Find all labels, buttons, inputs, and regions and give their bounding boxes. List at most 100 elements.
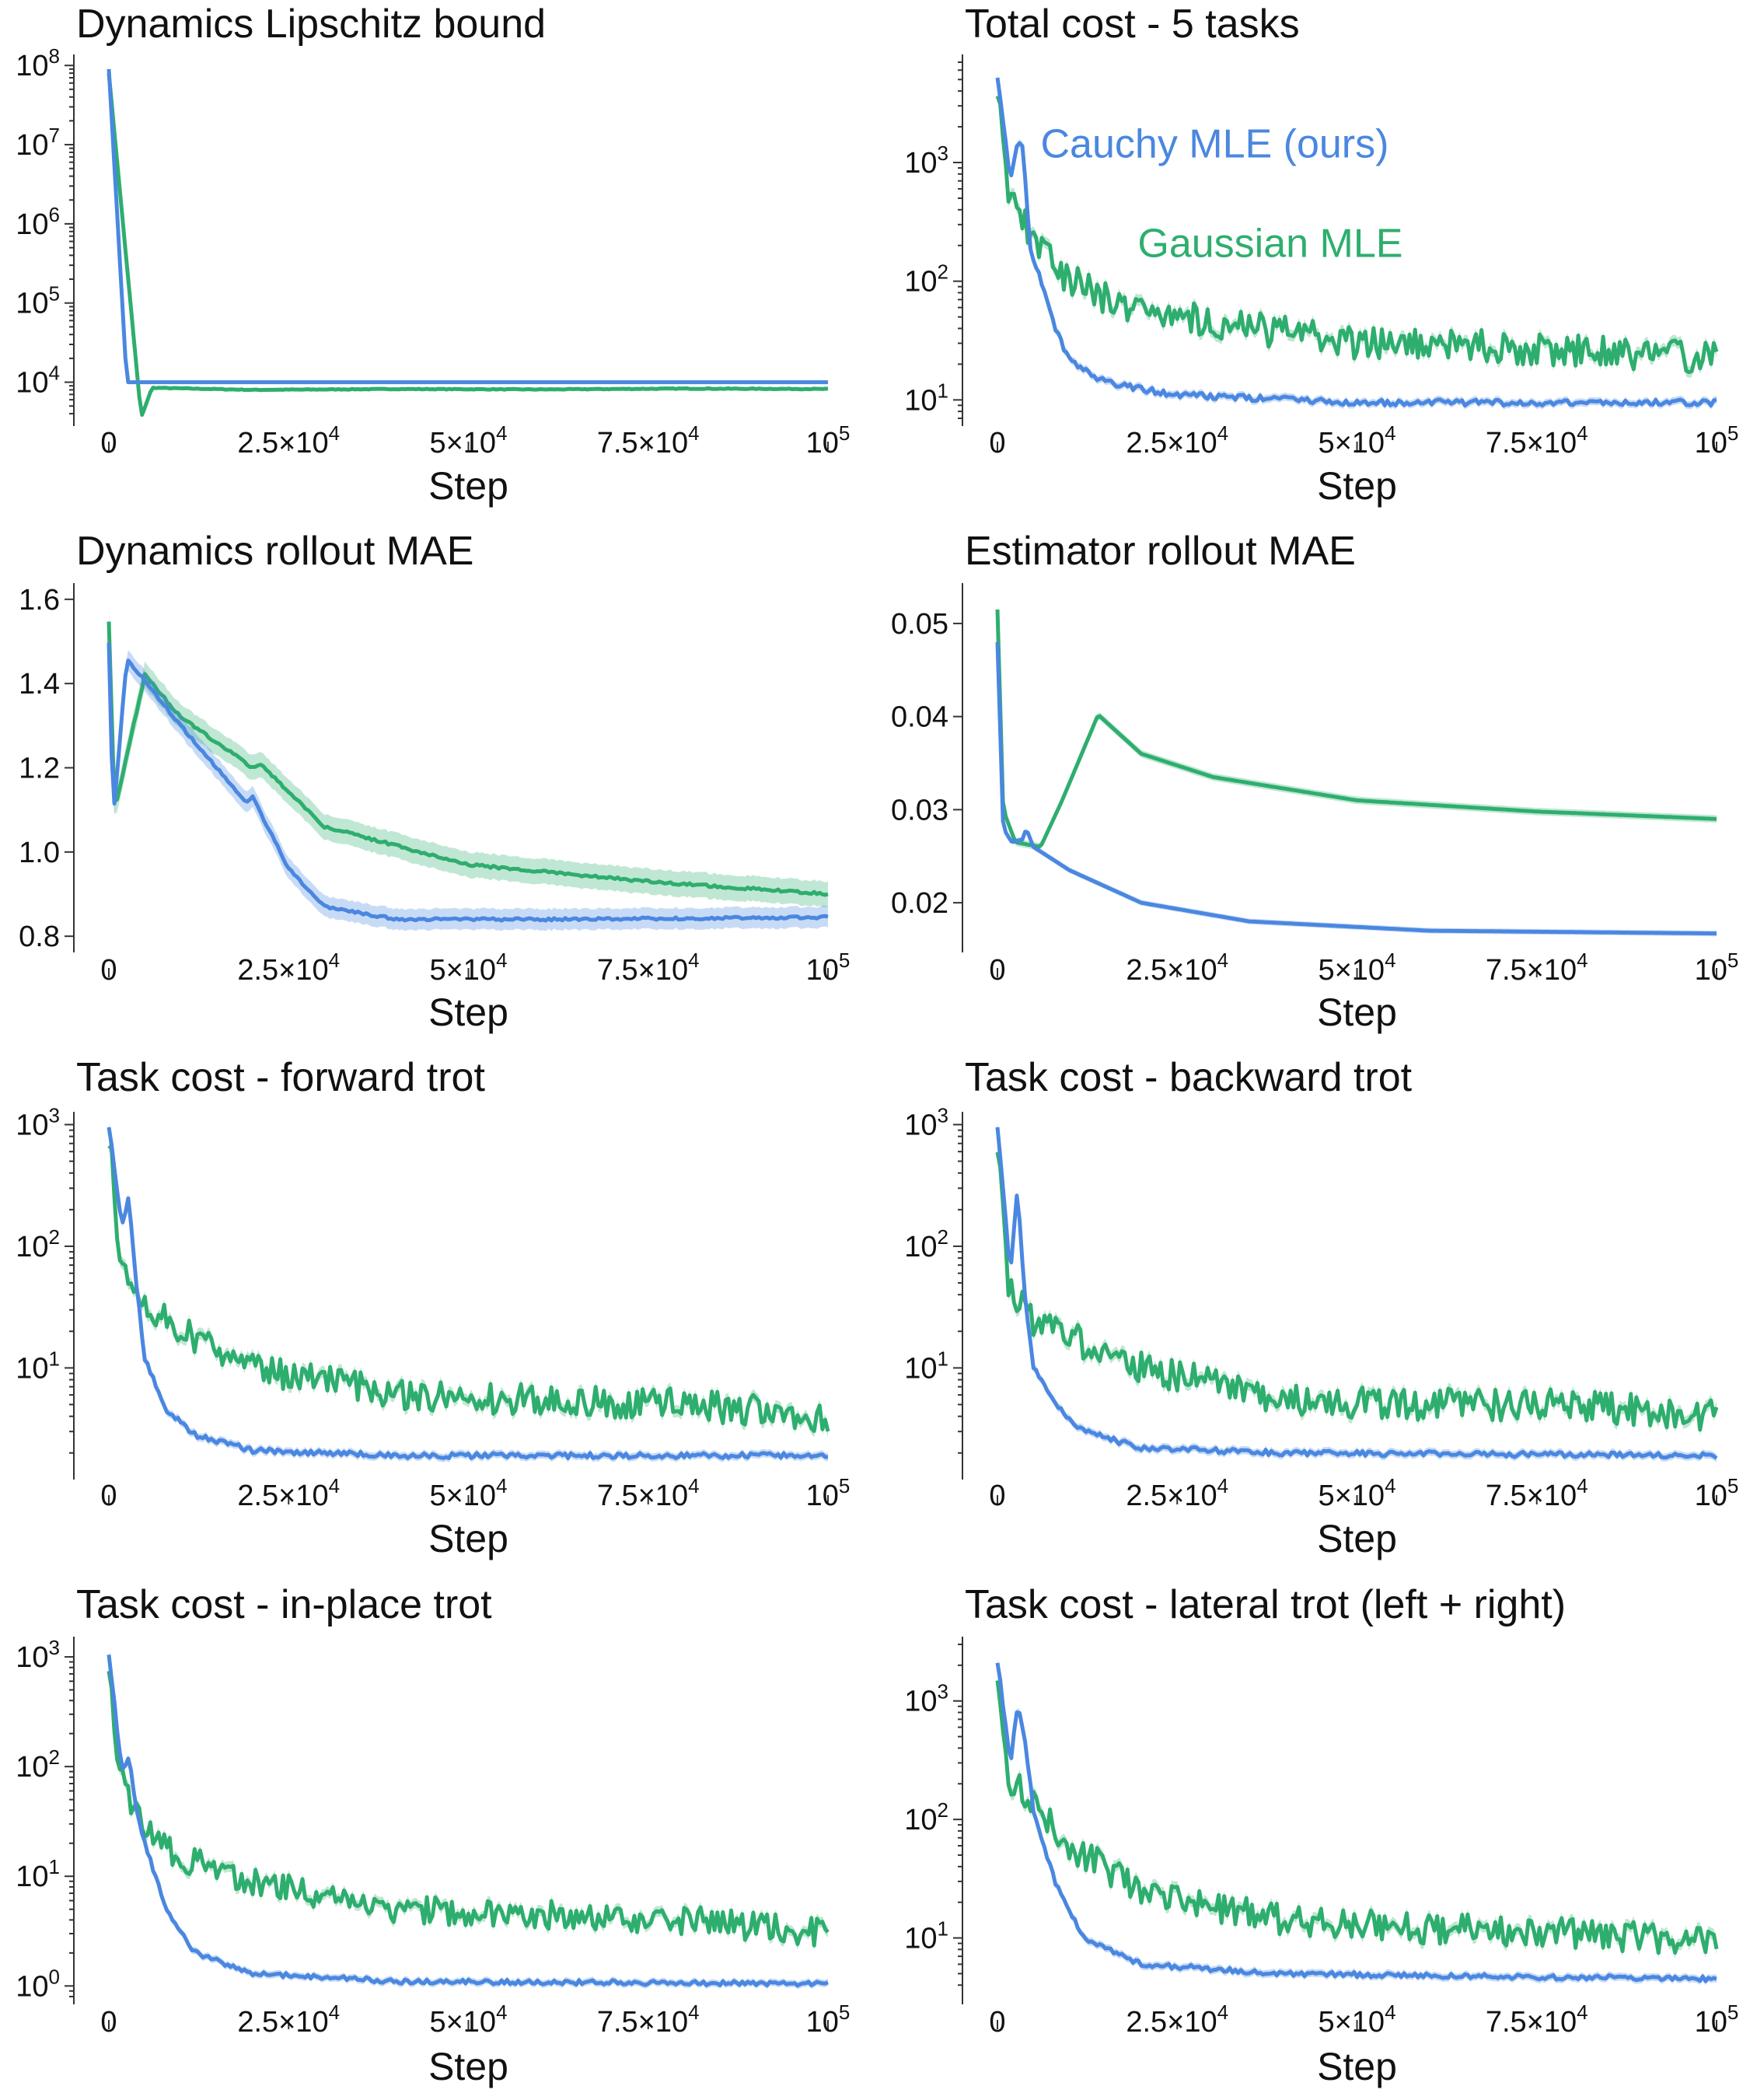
x-tick-label: 7.5×104 [597, 421, 700, 459]
panel-dynamics-rollout-mae: Dynamics rollout MAE 0.8 1.0 1.2 1.4 1.6 0 2.5×… [19, 529, 850, 1034]
x-tick-label: 2.5×104 [1126, 949, 1228, 987]
gaussian-series-line [995, 609, 1717, 849]
x-tick-label: 105 [1695, 1474, 1739, 1512]
x-axis-label: Step [1317, 464, 1397, 508]
y-tick-label: 102 [16, 1745, 60, 1784]
x-tick-label: 105 [806, 421, 851, 459]
panel-dynamics-lipschitz: Dynamics Lipschitz bound 104 105 106 107 108 0… [16, 2, 850, 508]
x-tick-label: 105 [806, 2000, 851, 2039]
y-tick-label: 101 [16, 1855, 60, 1893]
x-axis-label: Step [428, 464, 508, 508]
cauchy-series-line [107, 68, 828, 385]
y-tick-label: 1.6 [19, 584, 60, 617]
y-tick-label: 0.03 [891, 794, 948, 826]
x-tick-label: 7.5×104 [597, 1474, 700, 1512]
x-tick-label: 7.5×104 [1486, 949, 1588, 987]
cauchy-band [109, 1651, 828, 1990]
gaussian-series-line [995, 1680, 1719, 1955]
x-tick-label: 2.5×104 [1126, 2000, 1228, 2039]
cauchy-series-line [995, 1127, 1718, 1460]
x-tick-label: 7.5×104 [597, 2000, 700, 2039]
x-tick-label: 0 [989, 2006, 1005, 2039]
cauchy-series-line [995, 641, 1717, 936]
y-tick-label: 101 [16, 1347, 60, 1385]
panel-title: Task cost - lateral trot (left + right) [965, 1582, 1566, 1627]
y-tick-label: 103 [904, 1103, 948, 1141]
y-tick-label: 0.02 [891, 887, 948, 920]
gaussian-legend-label: Gaussian MLE [1137, 222, 1402, 267]
panel-task-cost-forward: Task cost - forward trot 101 102 103 0 2.5×10… [16, 1055, 850, 1560]
panel-title: Task cost - forward trot [76, 1055, 485, 1100]
x-tick-label: 2.5×104 [1126, 1474, 1228, 1512]
panel-estimator-rollout-mae: Estimator rollout MAE 0.02 0.03 0.04 0.05 0 2.… [891, 529, 1738, 1034]
x-tick-label: 2.5×104 [237, 1474, 340, 1512]
y-tick-label: 104 [16, 362, 60, 400]
y-tick-label: 106 [16, 203, 60, 241]
panel-task-cost-backward: Task cost - backward trot 101 102 103 0 2.5×1… [904, 1055, 1738, 1560]
x-tick-label: 2.5×104 [237, 949, 340, 987]
x-tick-label: 5×104 [1318, 2000, 1395, 2039]
gaussian-band [997, 1675, 1717, 1959]
cauchy-series-line [107, 1654, 829, 1988]
x-axis-label: Step [428, 1517, 508, 1560]
x-tick-label: 105 [1695, 421, 1739, 459]
x-tick-label: 0 [100, 1480, 117, 1512]
gaussian-band [109, 1665, 828, 1951]
x-tick-label: 5×104 [1318, 949, 1395, 987]
gaussian-band [997, 1146, 1717, 1436]
x-tick-label: 7.5×104 [1486, 2000, 1588, 2039]
y-tick-label: 103 [904, 142, 948, 180]
panel-title: Dynamics rollout MAE [76, 529, 473, 574]
y-tick-label: 103 [904, 1680, 948, 1718]
gaussian-series-line [107, 621, 829, 897]
x-tick-label: 0 [100, 427, 117, 459]
panel-title: Task cost - backward trot [965, 1055, 1413, 1100]
x-tick-label: 2.5×104 [237, 2000, 340, 2039]
x-tick-label: 105 [806, 949, 851, 987]
x-tick-label: 7.5×104 [1486, 1474, 1588, 1512]
cauchy-series-line [995, 1662, 1717, 1983]
y-tick-label: 1.2 [19, 753, 60, 785]
y-tick-label: 0.05 [891, 608, 948, 641]
cauchy-series-line [107, 642, 829, 923]
x-axis-label: Step [1317, 1517, 1397, 1560]
y-tick-label: 102 [904, 1225, 948, 1263]
panel-total-cost: Total cost - 5 tasks 101 102 103 0 2.5×104 5×1… [904, 2, 1738, 508]
y-tick-label: 107 [16, 124, 60, 162]
x-tick-label: 0 [100, 2006, 117, 2039]
panel-title: Dynamics Lipschitz bound [76, 2, 546, 47]
x-tick-label: 0 [989, 954, 1005, 987]
x-tick-label: 105 [806, 1474, 851, 1512]
y-tick-label: 108 [16, 44, 60, 82]
x-tick-label: 0 [100, 954, 117, 987]
panel-task-cost-inplace: Task cost - in-place trot 100 101 102 103 0 2.… [16, 1582, 850, 2088]
y-tick-label: 1.0 [19, 837, 60, 869]
gaussian-series-line [107, 1144, 830, 1434]
cauchy-series-line [995, 77, 1717, 408]
x-tick-label: 7.5×104 [1486, 421, 1588, 459]
gaussian-band [109, 71, 828, 418]
y-tick-label: 101 [904, 1347, 948, 1385]
y-tick-label: 103 [16, 1103, 60, 1141]
gaussian-series-line [995, 1151, 1719, 1432]
x-tick-label: 105 [1695, 2000, 1739, 2039]
x-tick-label: 5×104 [1318, 421, 1395, 459]
x-axis-label: Step [1317, 991, 1397, 1034]
gaussian-band [109, 1140, 828, 1438]
x-tick-label: 0 [989, 1480, 1005, 1512]
x-axis-label: Step [428, 2045, 508, 2088]
x-tick-label: 5×104 [429, 949, 507, 987]
x-tick-label: 0 [989, 427, 1005, 459]
cauchy-band [997, 639, 1717, 937]
y-tick-label: 0.04 [891, 701, 948, 734]
x-tick-label: 2.5×104 [237, 421, 340, 459]
y-tick-label: 102 [904, 1798, 948, 1836]
gaussian-series-line [107, 73, 829, 418]
y-tick-label: 101 [904, 1917, 948, 1955]
cauchy-series-line [107, 1127, 829, 1461]
panel-title: Total cost - 5 tasks [965, 2, 1300, 47]
gaussian-series-line [107, 1670, 830, 1948]
x-tick-label: 105 [1695, 949, 1739, 987]
x-tick-label: 5×104 [429, 2000, 507, 2039]
